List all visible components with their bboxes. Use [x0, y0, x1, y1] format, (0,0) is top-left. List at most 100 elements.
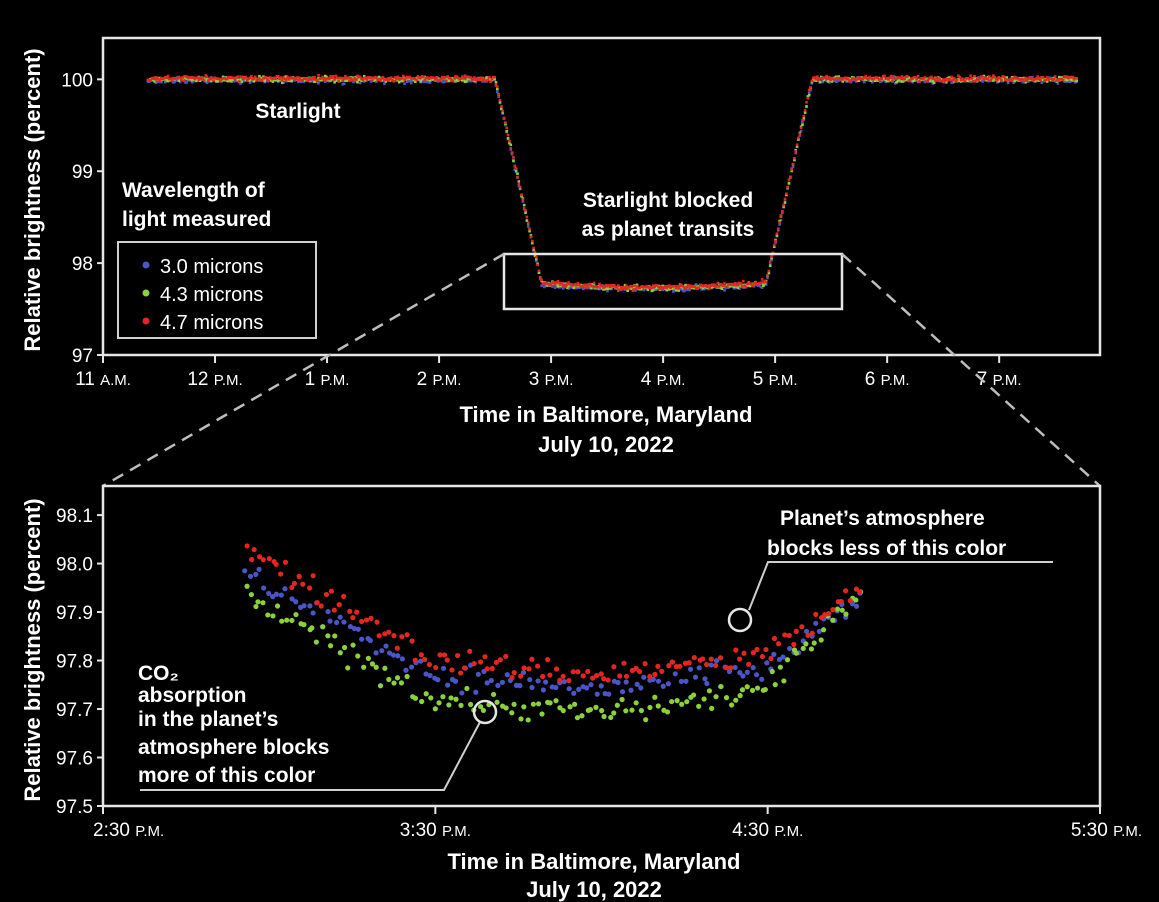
top-data-point — [532, 246, 535, 250]
bottom-data-point — [529, 684, 535, 691]
bottom-data-point — [399, 656, 405, 662]
top-data-point — [856, 79, 859, 82]
top-data-point — [556, 285, 560, 288]
top-data-point — [321, 75, 324, 79]
top-data-point — [782, 203, 785, 207]
top-data-point — [736, 282, 740, 285]
top-data-point — [329, 79, 332, 82]
top-data-point — [317, 81, 320, 85]
top-data-point — [491, 75, 495, 79]
top-data-point — [168, 77, 171, 81]
top-data-point — [443, 79, 447, 83]
top-data-point — [400, 79, 404, 83]
top-data-point — [836, 76, 839, 80]
top-data-point — [177, 79, 181, 82]
top-data-point — [559, 283, 562, 286]
top-data-point — [950, 81, 953, 85]
top-data-point — [686, 288, 690, 292]
top-data-point — [668, 288, 671, 291]
top-data-point — [1012, 76, 1015, 80]
top-data-point — [436, 77, 440, 80]
top-data-point — [352, 78, 355, 81]
top-data-point — [731, 284, 734, 287]
top-data-point — [264, 75, 268, 79]
bottom-data-point — [557, 705, 563, 711]
top-data-point — [414, 80, 417, 83]
top-data-point — [930, 79, 933, 82]
top-data-point — [922, 79, 925, 82]
bottom-data-point — [539, 711, 545, 717]
bottom-data-point — [784, 657, 791, 663]
top-data-point — [982, 77, 986, 81]
top-data-point — [723, 285, 726, 288]
top-data-point — [580, 285, 584, 288]
top-data-point — [365, 78, 369, 81]
top-data-point — [236, 79, 240, 83]
top-data-point — [221, 77, 225, 80]
top-data-point — [231, 76, 234, 80]
bottom-data-point — [659, 668, 665, 674]
top-data-point — [633, 286, 636, 290]
top-data-point — [349, 79, 353, 82]
top-data-point — [1028, 76, 1031, 79]
top-data-point — [564, 285, 568, 288]
top-data-point — [928, 79, 932, 83]
bottom-data-point — [692, 674, 699, 680]
bottom-data-point — [803, 641, 809, 647]
top-data-point — [158, 78, 162, 82]
top-data-point — [973, 74, 976, 78]
top-data-point — [256, 77, 260, 81]
bottom-y-tick-label: 97.5 — [56, 797, 93, 818]
top-data-point — [467, 75, 471, 79]
top-data-point — [220, 77, 224, 81]
top-data-point — [422, 75, 425, 79]
top-data-point — [448, 76, 452, 80]
top-data-point — [1005, 76, 1009, 79]
top-data-point — [629, 284, 632, 288]
top-data-point — [1029, 77, 1033, 81]
bottom-data-point — [301, 603, 307, 609]
top-data-point — [809, 88, 812, 92]
top-data-point — [1065, 75, 1069, 78]
zoom-connector-right — [841, 253, 1101, 487]
top-data-point — [198, 79, 202, 82]
bottom-data-point — [493, 659, 499, 666]
top-data-point — [510, 151, 514, 155]
top-data-point — [165, 76, 168, 79]
top-data-point — [231, 80, 234, 83]
top-data-point — [182, 78, 186, 81]
top-data-point — [911, 80, 914, 84]
bottom-data-point — [561, 679, 567, 685]
bottom-data-point — [484, 666, 490, 672]
top-data-point — [927, 77, 931, 81]
top-data-point — [748, 282, 752, 285]
zoom-region-box — [502, 252, 844, 311]
top-data-point — [723, 282, 726, 285]
top-data-point — [645, 286, 648, 289]
top-data-point — [599, 287, 603, 290]
top-data-point — [739, 284, 742, 288]
top-data-point — [454, 80, 457, 84]
top-data-point — [1057, 78, 1061, 81]
bottom-data-point — [332, 633, 338, 639]
bottom-data-point — [593, 704, 599, 710]
top-data-point — [254, 75, 257, 79]
top-data-point — [998, 76, 1002, 80]
top-data-point — [983, 76, 987, 79]
top-data-point — [592, 281, 596, 285]
top-data-point — [423, 75, 427, 79]
top-data-point — [462, 77, 466, 80]
top-data-point — [588, 284, 592, 288]
top-data-point — [559, 284, 562, 288]
top-data-point — [587, 284, 591, 287]
top-data-point — [216, 80, 220, 83]
top-data-point — [1027, 80, 1030, 83]
top-data-point — [1052, 77, 1056, 81]
top-data-point — [1075, 79, 1078, 83]
top-data-point — [514, 169, 518, 172]
top-data-point — [276, 75, 280, 78]
top-data-point — [548, 283, 552, 287]
top-data-point — [782, 205, 785, 208]
top-data-point — [631, 288, 635, 292]
top-data-point — [701, 286, 705, 290]
